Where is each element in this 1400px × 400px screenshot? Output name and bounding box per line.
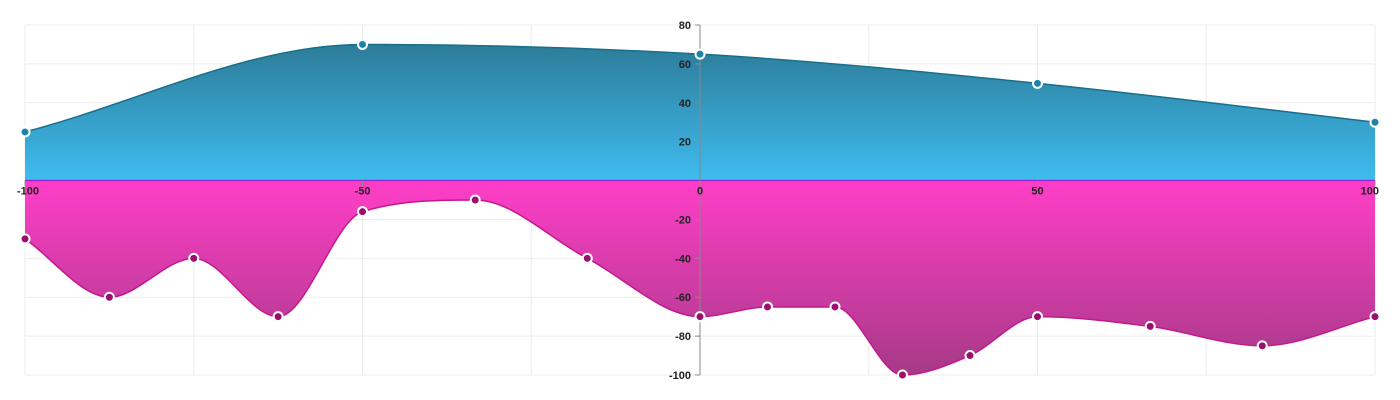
negative-data-point[interactable]	[762, 301, 773, 313]
y-tick-label: 20	[679, 137, 691, 149]
y-tick-label: -40	[675, 253, 691, 265]
negative-data-point[interactable]	[103, 291, 115, 303]
positive-data-point[interactable]	[1369, 116, 1381, 128]
negative-data-point[interactable]	[188, 252, 200, 264]
negative-data-point[interactable]	[469, 194, 481, 206]
negative-data-point[interactable]	[357, 206, 368, 218]
markers	[19, 38, 1381, 381]
negative-data-point[interactable]	[1369, 311, 1381, 323]
y-tick-label: -20	[675, 214, 691, 226]
y-tick-label: -100	[669, 370, 691, 382]
y-tick-label: 80	[679, 20, 691, 32]
x-tick-label: 0	[697, 186, 703, 198]
negative-data-point[interactable]	[694, 311, 706, 323]
y-tick-label: 40	[679, 98, 691, 110]
y-tick-label: 60	[679, 59, 691, 71]
positive-data-point[interactable]	[357, 38, 368, 50]
negative-data-point[interactable]	[1256, 340, 1268, 352]
negative-data-point[interactable]	[581, 252, 593, 264]
negative-data-point[interactable]	[964, 350, 976, 362]
x-tick-label: -100	[17, 186, 39, 198]
y-tick-label: -80	[675, 331, 691, 343]
x-tick-label: 100	[1361, 186, 1379, 198]
x-tick-label: 50	[1031, 186, 1043, 198]
negative-data-point[interactable]	[272, 311, 284, 323]
negative-data-point[interactable]	[1144, 320, 1156, 332]
negative-data-point[interactable]	[897, 369, 908, 381]
y-tick-label: -60	[675, 292, 691, 304]
x-tick-label: -50	[355, 186, 371, 198]
axes: 80 60 40 20 -20 -40 -60 -80 -100 -100 -50 0 50 100	[17, 20, 1379, 382]
negative-data-point[interactable]	[19, 233, 31, 245]
negative-data-point[interactable]	[829, 301, 841, 313]
positive-data-point[interactable]	[1032, 77, 1043, 89]
positive-data-point[interactable]	[19, 126, 31, 138]
positive-data-point[interactable]	[694, 48, 706, 60]
negative-data-point[interactable]	[1032, 311, 1043, 323]
